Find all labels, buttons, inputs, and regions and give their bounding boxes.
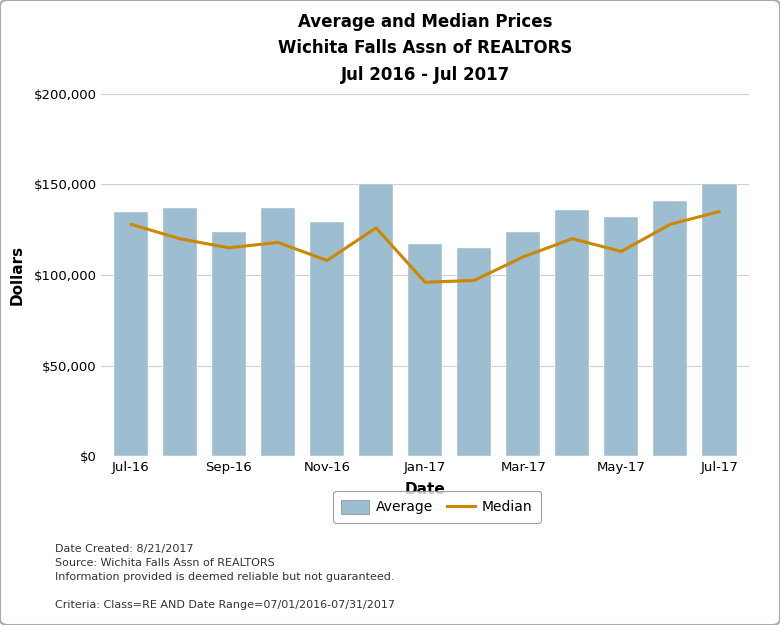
Bar	[555, 210, 590, 456]
Bar	[114, 211, 148, 456]
Bar	[653, 201, 687, 456]
Title: Average and Median Prices
Wichita Falls Assn of REALTORS
Jul 2016 - Jul 2017: Average and Median Prices Wichita Falls …	[278, 13, 573, 84]
Bar	[163, 208, 197, 456]
Y-axis label: Dollars: Dollars	[10, 245, 25, 305]
Bar	[506, 231, 541, 456]
Bar	[702, 184, 736, 456]
Bar	[261, 208, 295, 456]
Bar	[310, 222, 344, 456]
Bar	[211, 231, 246, 456]
Bar	[408, 244, 442, 456]
X-axis label: Date: Date	[405, 482, 445, 498]
Text: Date Created: 8/21/2017
Source: Wichita Falls Assn of REALTORS
Information provi: Date Created: 8/21/2017 Source: Wichita …	[55, 544, 395, 610]
Legend: Average, Median: Average, Median	[333, 491, 541, 522]
Bar	[457, 248, 491, 456]
Bar	[359, 184, 393, 456]
Bar	[604, 217, 639, 456]
